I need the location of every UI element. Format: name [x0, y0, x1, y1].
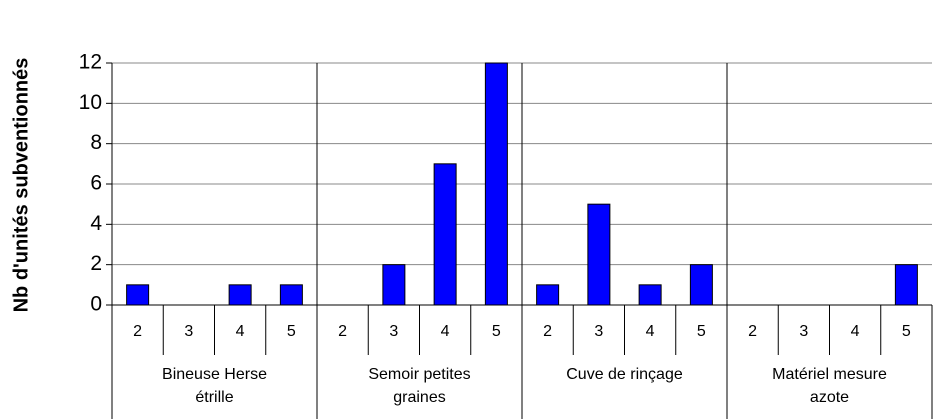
x-tick-label: 3 — [594, 323, 603, 340]
bar — [484, 62, 508, 306]
x-tick-label: 4 — [851, 323, 860, 340]
y-tick-label: 4 — [90, 212, 102, 235]
x-tick-label: 2 — [748, 323, 757, 340]
x-tick-label: 4 — [236, 323, 245, 340]
bar — [126, 284, 150, 306]
x-tick-label: 2 — [338, 323, 347, 340]
bar — [433, 163, 457, 306]
x-tick-label: 5 — [697, 323, 706, 340]
y-axis-label: Nb d'unités subventionnés — [10, 58, 32, 313]
group-label: Cuve de rinçage — [566, 366, 683, 383]
group-label: Bineuse Herse étrille — [162, 366, 267, 406]
y-tick-label: 0 — [90, 293, 102, 316]
x-tick-label: 3 — [799, 323, 808, 340]
bar — [536, 284, 560, 306]
x-tick-label: 5 — [492, 323, 501, 340]
y-tick-label: 10 — [79, 91, 102, 114]
x-tick-label: 5 — [287, 323, 296, 340]
x-tick-label: 5 — [902, 323, 911, 340]
x-tick-label: 4 — [646, 323, 655, 340]
x-tick-label: 3 — [389, 323, 398, 340]
group-label: Matériel mesure azote — [772, 366, 887, 406]
bar — [689, 264, 713, 306]
bar — [894, 264, 918, 306]
x-tick-label: 2 — [543, 323, 552, 340]
bar — [228, 284, 252, 306]
y-tick-label: 12 — [79, 51, 102, 74]
bar — [638, 284, 662, 306]
group-label: Semoir petites graines — [368, 366, 471, 406]
bar — [587, 203, 611, 306]
bar — [382, 264, 406, 306]
x-tick-label: 4 — [441, 323, 450, 340]
y-tick-label: 8 — [90, 131, 102, 154]
bar — [279, 284, 303, 306]
y-tick-label: 2 — [90, 252, 102, 275]
x-tick-label: 2 — [133, 323, 142, 340]
x-tick-label: 3 — [184, 323, 193, 340]
y-tick-label: 6 — [90, 172, 102, 195]
